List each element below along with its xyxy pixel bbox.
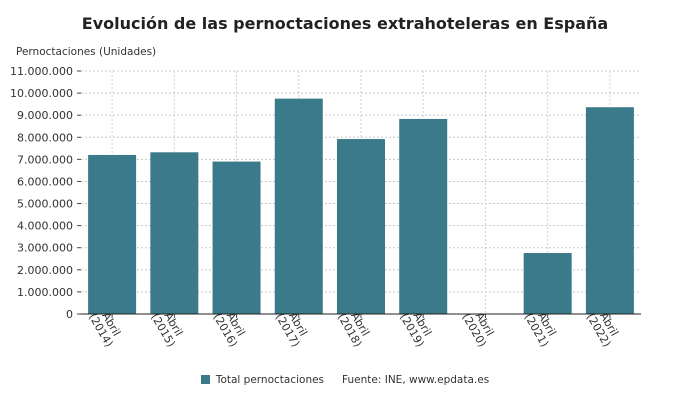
y-tick-label: 10.000.000 <box>10 87 73 100</box>
y-tick-label: 3.000.000 <box>17 242 73 255</box>
bar <box>399 118 448 314</box>
y-tick-label: 4.000.000 <box>17 220 73 233</box>
bar <box>88 154 137 314</box>
bar <box>212 161 261 314</box>
y-tick-label: 8.000.000 <box>17 131 73 144</box>
y-tick-label: 11.000.000 <box>10 65 73 78</box>
bar <box>585 107 634 314</box>
legend: Total pernoctaciones Fuente: INE, www.epd… <box>0 374 690 386</box>
source-note: Fuente: INE, www.epdata.es <box>342 374 490 386</box>
y-tick-label: 2.000.000 <box>17 264 73 277</box>
legend-label: Total pernoctaciones <box>215 374 325 386</box>
bar-series <box>88 98 634 314</box>
y-tick-label: 9.000.000 <box>17 109 73 122</box>
chart-title: Evolución de las pernoctaciones extrahot… <box>81 14 609 33</box>
bar <box>150 152 199 314</box>
y-axis-label: Pernoctaciones (Unidades) <box>16 46 157 58</box>
bar <box>274 98 323 314</box>
y-tick-label: 7.000.000 <box>17 153 73 166</box>
y-tick-label: 0 <box>66 308 73 321</box>
y-tick-label: 1.000.000 <box>17 286 73 299</box>
x-tick-label: Abril(2020) <box>459 310 496 349</box>
y-tick-label: 6.000.000 <box>17 175 73 188</box>
bar <box>337 139 385 314</box>
bar <box>523 253 572 314</box>
y-tick-label: 5.000.000 <box>17 198 73 211</box>
legend-swatch <box>200 375 210 384</box>
y-axis-ticks: 0 1.000.000 2.000.000 3.000.000 4.000.000 5.0… <box>10 65 81 321</box>
